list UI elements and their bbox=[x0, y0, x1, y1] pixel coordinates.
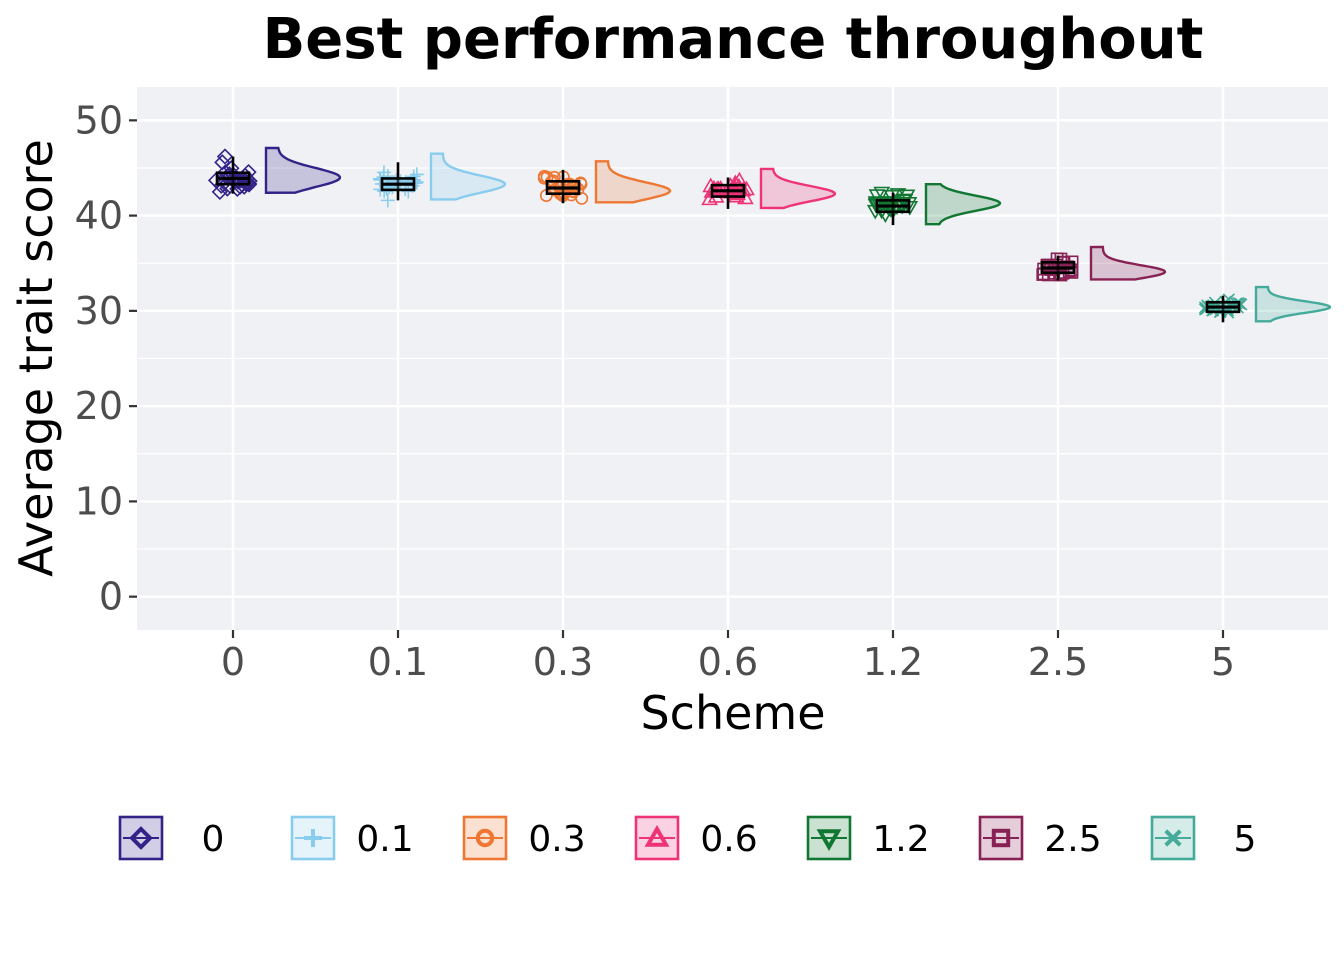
box-plots bbox=[215, 156, 1241, 323]
point-0.1 bbox=[401, 184, 416, 199]
legend-marker-1.2 bbox=[816, 829, 842, 852]
point-0 bbox=[211, 183, 228, 201]
density-cloud-0.3 bbox=[594, 160, 672, 204]
point-0.3 bbox=[537, 171, 551, 185]
legend-label-2.5: 2.5 bbox=[1044, 819, 1101, 860]
legend-marker-2.5 bbox=[991, 828, 1011, 848]
y-axis: 0 10 20 30 40 50 bbox=[75, 98, 137, 619]
legend-label-5: 5 bbox=[1234, 819, 1257, 860]
legend-marker-0 bbox=[129, 826, 153, 850]
point-0.3 bbox=[574, 176, 587, 190]
legend-label-0.3: 0.3 bbox=[528, 819, 585, 860]
legend-label-0.1: 0.1 bbox=[356, 819, 413, 860]
legend-marker-5 bbox=[1164, 829, 1182, 847]
density-cloud-0.1 bbox=[429, 152, 507, 201]
y-tick-label: 20 bbox=[75, 384, 123, 428]
legend: 0 0.1 0.3 0.6 1.2 2.5 5 bbox=[118, 815, 1257, 861]
point-1.2 bbox=[873, 186, 891, 202]
point-0.1 bbox=[380, 193, 395, 208]
point-0 bbox=[216, 148, 234, 165]
density-cloud-0.6 bbox=[759, 167, 837, 210]
x-tick-label: 0 bbox=[221, 640, 245, 684]
point-0 bbox=[214, 154, 231, 171]
legend-label-1.2: 1.2 bbox=[872, 819, 929, 860]
density-cloud-5 bbox=[1254, 285, 1332, 323]
x-tick-label: 0.6 bbox=[698, 640, 758, 684]
density-cloud-0 bbox=[264, 146, 342, 194]
x-axis: 0 0.1 0.3 0.6 1.2 2.5 5 bbox=[221, 630, 1235, 684]
y-tick-label: 0 bbox=[99, 575, 123, 619]
x-tick-label: 0.1 bbox=[368, 640, 428, 684]
x-tick-label: 5 bbox=[1211, 640, 1235, 684]
y-tick-label: 10 bbox=[75, 479, 123, 523]
grid-lines bbox=[137, 87, 1328, 630]
point-0.1 bbox=[373, 172, 388, 187]
chart-title: Best performance throughout bbox=[263, 7, 1204, 72]
y-tick-label: 50 bbox=[75, 98, 123, 142]
y-axis-title: Average trait score bbox=[9, 139, 63, 577]
point-0.1 bbox=[376, 165, 391, 180]
point-1.2 bbox=[867, 196, 885, 211]
point-0.6 bbox=[725, 180, 743, 195]
point-0.6 bbox=[701, 190, 718, 206]
density-clouds bbox=[264, 146, 1332, 323]
x-tick-label: 1.2 bbox=[863, 640, 923, 684]
legend-marker-0.1 bbox=[304, 829, 322, 847]
x-axis-title: Scheme bbox=[640, 686, 825, 740]
point-1.2 bbox=[876, 208, 894, 224]
density-cloud-1.2 bbox=[924, 182, 1002, 226]
point-0.6 bbox=[709, 180, 727, 195]
density-cloud-2.5 bbox=[1089, 245, 1167, 281]
y-tick-label: 40 bbox=[75, 194, 123, 238]
legend-label-0: 0 bbox=[202, 819, 225, 860]
legend-marker-0.3 bbox=[475, 828, 495, 848]
legend-label-0.6: 0.6 bbox=[700, 819, 757, 860]
x-tick-label: 2.5 bbox=[1028, 640, 1088, 684]
legend-marker-0.6 bbox=[644, 824, 670, 847]
y-tick-label: 30 bbox=[75, 289, 123, 333]
x-tick-label: 0.3 bbox=[533, 640, 593, 684]
point-0.1 bbox=[409, 167, 424, 182]
